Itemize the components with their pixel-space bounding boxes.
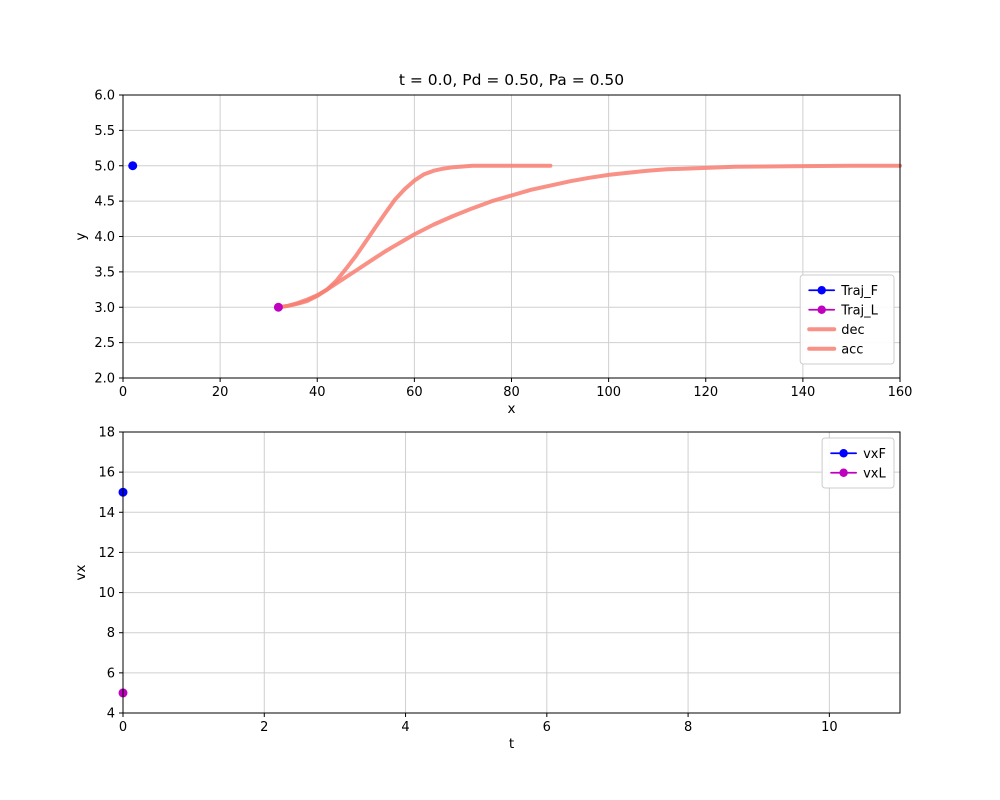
series-marker-Traj_F (128, 161, 138, 171)
y-axis-label: vx (73, 565, 89, 581)
legend-label-vxL: vxL (863, 466, 886, 481)
y-tick-label: 3.0 (94, 301, 115, 316)
legend-label-Traj_L: Traj_L (840, 303, 878, 318)
y-tick-label: 4.0 (94, 230, 115, 245)
legend-sample-marker-Traj_F (817, 286, 826, 295)
y-tick-label: 6.0 (94, 89, 115, 104)
subplot-2: 0 2 4 6 8 10 4 6 8 10 12 14 16 18 t vx vxF vxL (73, 426, 901, 752)
legend-sample-marker-Traj_L (817, 305, 826, 314)
y-tick-label: 16 (98, 466, 115, 481)
y-tick-label: 6 (107, 666, 115, 681)
x-tick-label: 20 (212, 385, 229, 400)
x-tick-label: 10 (821, 720, 838, 735)
chart-title: t = 0.0, Pd = 0.50, Pa = 0.50 (399, 71, 624, 89)
x-tick-label: 140 (790, 385, 815, 400)
y-axis-label: y (73, 233, 89, 241)
x-tick-label: 8 (684, 720, 692, 735)
y-tick-label: 12 (98, 546, 115, 561)
x-tick-label: 120 (693, 385, 718, 400)
y-tick-label: 2.5 (94, 336, 115, 351)
legend-label-Traj_F: Traj_F (840, 284, 878, 299)
x-tick-label: 80 (503, 385, 520, 400)
legend-label-vxF: vxF (863, 447, 886, 462)
y-tick-label: 14 (98, 506, 115, 521)
legend: vxF vxL (821, 437, 895, 489)
series-line-acc (276, 163, 902, 310)
y-tick-label: 5.0 (94, 159, 115, 174)
axes-spine (122, 431, 901, 714)
legend-sample-marker-vxF (839, 449, 848, 458)
legend-box (821, 437, 895, 489)
x-tick-label: 160 (888, 385, 913, 400)
y-tick-label: 4.5 (94, 195, 115, 210)
y-tick-label: 10 (98, 586, 115, 601)
x-tick-label: 0 (119, 720, 127, 735)
x-tick-label: 40 (309, 385, 326, 400)
legend-label-acc: acc (841, 342, 863, 357)
legend-label-dec: dec (841, 323, 864, 338)
x-tick-label: 6 (543, 720, 551, 735)
y-tick-label: 5.5 (94, 124, 115, 139)
subplot-1: 0 20 40 60 80 100 120 140 160 2.0 2.5 3.0 3.5 4.0 4.5 5… (73, 71, 912, 417)
x-tick-label: 0 (119, 385, 127, 400)
legend-sample-marker-vxL (839, 468, 848, 477)
y-tick-label: 2.0 (94, 372, 115, 387)
x-axis-label: t (509, 736, 514, 752)
x-tick-label: 2 (260, 720, 268, 735)
y-tick-label: 3.5 (94, 265, 115, 280)
legend-box (799, 274, 895, 365)
y-tick-label: 18 (98, 426, 115, 441)
y-tick-label: 8 (107, 626, 115, 641)
y-tick-label: 4 (107, 707, 115, 722)
x-tick-label: 4 (401, 720, 409, 735)
x-tick-label: 60 (406, 385, 423, 400)
x-tick-label: 100 (596, 385, 621, 400)
x-axis-label: x (508, 401, 516, 417)
series-marker-Traj_L (273, 302, 283, 312)
